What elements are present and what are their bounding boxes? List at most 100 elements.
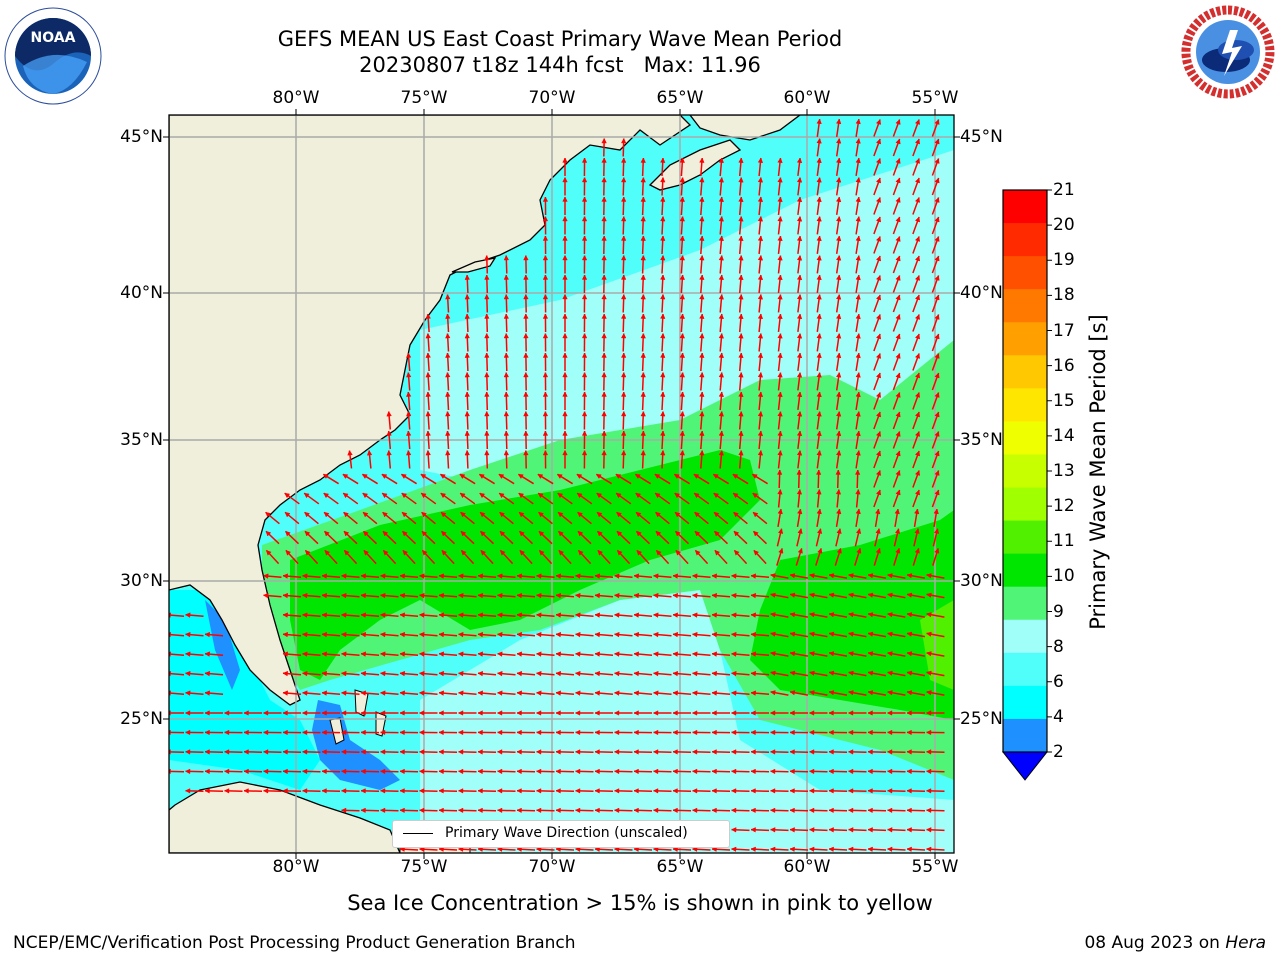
wave-arrow-head (282, 788, 288, 794)
wave-arrow-head (808, 749, 815, 755)
wave-arrow-head (875, 294, 881, 301)
wave-arrow-head (574, 749, 581, 755)
wave-arrow-head (516, 788, 522, 794)
lat-label-left: 35°N (120, 430, 163, 450)
wave-arrow-head (816, 235, 822, 242)
wave-arrow-head (777, 274, 783, 280)
wave-arrow-head (516, 670, 522, 677)
colorbar-tick-label: 16 (1053, 355, 1075, 376)
wave-arrow-head (828, 807, 834, 814)
wave-arrow-head (828, 592, 835, 598)
wave-arrow-head (875, 528, 881, 534)
wave-arrow-head (835, 372, 842, 378)
wave-arrow-head (594, 807, 600, 814)
wave-arrow-head (362, 511, 369, 518)
wave-arrow-head (301, 749, 308, 755)
wave-arrow-head (718, 254, 724, 261)
wave-arrow-head (360, 807, 366, 814)
wave-arrow-head (660, 176, 666, 183)
wave-arrow-head (184, 710, 191, 716)
wave-arrow-head (399, 612, 405, 618)
wave-arrow-head (847, 710, 854, 716)
wave-arrow-head (464, 352, 470, 358)
wave-arrow-head (816, 488, 822, 495)
wave-arrow-head (816, 138, 822, 144)
wave-arrow-head (418, 651, 425, 657)
wave-arrow-head (730, 846, 737, 852)
wave-arrow-head (301, 573, 308, 579)
wave-arrow-head (796, 488, 803, 495)
wave-arrow-head (895, 411, 901, 418)
wave-arrow-head (422, 549, 428, 556)
wave-arrow-head (875, 177, 881, 184)
wave-arrow-head (399, 788, 405, 794)
wave-arrow-head (875, 372, 881, 379)
wave-arrow-head (282, 710, 288, 716)
wave-arrow-head (691, 631, 698, 638)
wave-arrow-head (691, 690, 698, 696)
wave-arrow-head (457, 651, 464, 657)
wave-arrow-head (714, 530, 720, 537)
wave-arrow-head (601, 391, 607, 397)
wave-arrow-head (757, 254, 764, 261)
wave-arrow-head (503, 430, 510, 436)
wave-arrow-head (836, 547, 842, 554)
wave-arrow-head (875, 391, 881, 398)
wave-arrow-head (386, 410, 392, 417)
wave-arrow-head (484, 352, 490, 358)
wave-arrow-head (679, 410, 685, 417)
wave-arrow-head (652, 749, 659, 755)
wave-arrow-head (699, 157, 705, 163)
wave-arrow-head (847, 749, 854, 755)
wave-arrow-head (518, 511, 525, 518)
wave-arrow-head (887, 612, 893, 618)
wave-arrow-head (770, 651, 776, 657)
land-bahamas-eleuthera (375, 711, 387, 737)
wave-arrow-head (714, 549, 721, 556)
wave-arrow-head (750, 612, 756, 618)
wave-arrow-head (660, 157, 666, 163)
wave-arrow-head (555, 788, 561, 794)
wave-arrow-head (672, 631, 678, 638)
wave-arrow-head (399, 807, 405, 814)
wave-arrow-head (875, 196, 881, 203)
wave-arrow-head (535, 788, 542, 794)
wave-arrow-head (464, 313, 470, 319)
wave-arrow-head (406, 391, 412, 397)
wave-arrow-head (679, 430, 685, 436)
wave-arrow-head (895, 196, 901, 203)
wave-arrow-head (828, 670, 835, 676)
wave-arrow-head (895, 372, 901, 379)
wave-arrow-head (769, 710, 776, 716)
wave-arrow-head (523, 410, 529, 417)
wave-arrow-head (464, 449, 470, 456)
wave-arrow-head (660, 196, 666, 202)
wave-arrow-head (535, 612, 542, 618)
wave-arrow-head (691, 807, 698, 814)
wave-arrow-head (694, 530, 701, 537)
wave-arrow-head (523, 352, 529, 358)
wave-arrow-head (343, 511, 349, 518)
wave-arrow-head (535, 807, 542, 814)
wave-arrow-head (750, 592, 756, 599)
wave-arrow-head (711, 670, 717, 677)
wave-arrow-head (418, 788, 425, 794)
wave-arrow-head (730, 788, 737, 794)
wave-arrow-head (535, 768, 542, 775)
wave-arrow-head (574, 807, 581, 814)
wave-arrow-head (418, 710, 425, 716)
wave-arrow-head (796, 430, 803, 437)
wave-arrow-head (519, 530, 525, 537)
wave-arrow-head (601, 196, 607, 202)
wave-arrow-head (595, 474, 602, 479)
colorbar-tick-label: 15 (1053, 390, 1075, 411)
wave-arrow-head (421, 530, 428, 537)
wave-arrow-head (738, 449, 744, 456)
wave-arrow-head (601, 332, 607, 339)
wave-arrow-head (796, 196, 803, 203)
wave-arrow-head (601, 137, 607, 144)
wave-arrow-head (438, 846, 444, 852)
wave-arrow-head (379, 690, 386, 696)
wave-arrow-head (557, 492, 564, 499)
wave-arrow-head (738, 293, 744, 300)
